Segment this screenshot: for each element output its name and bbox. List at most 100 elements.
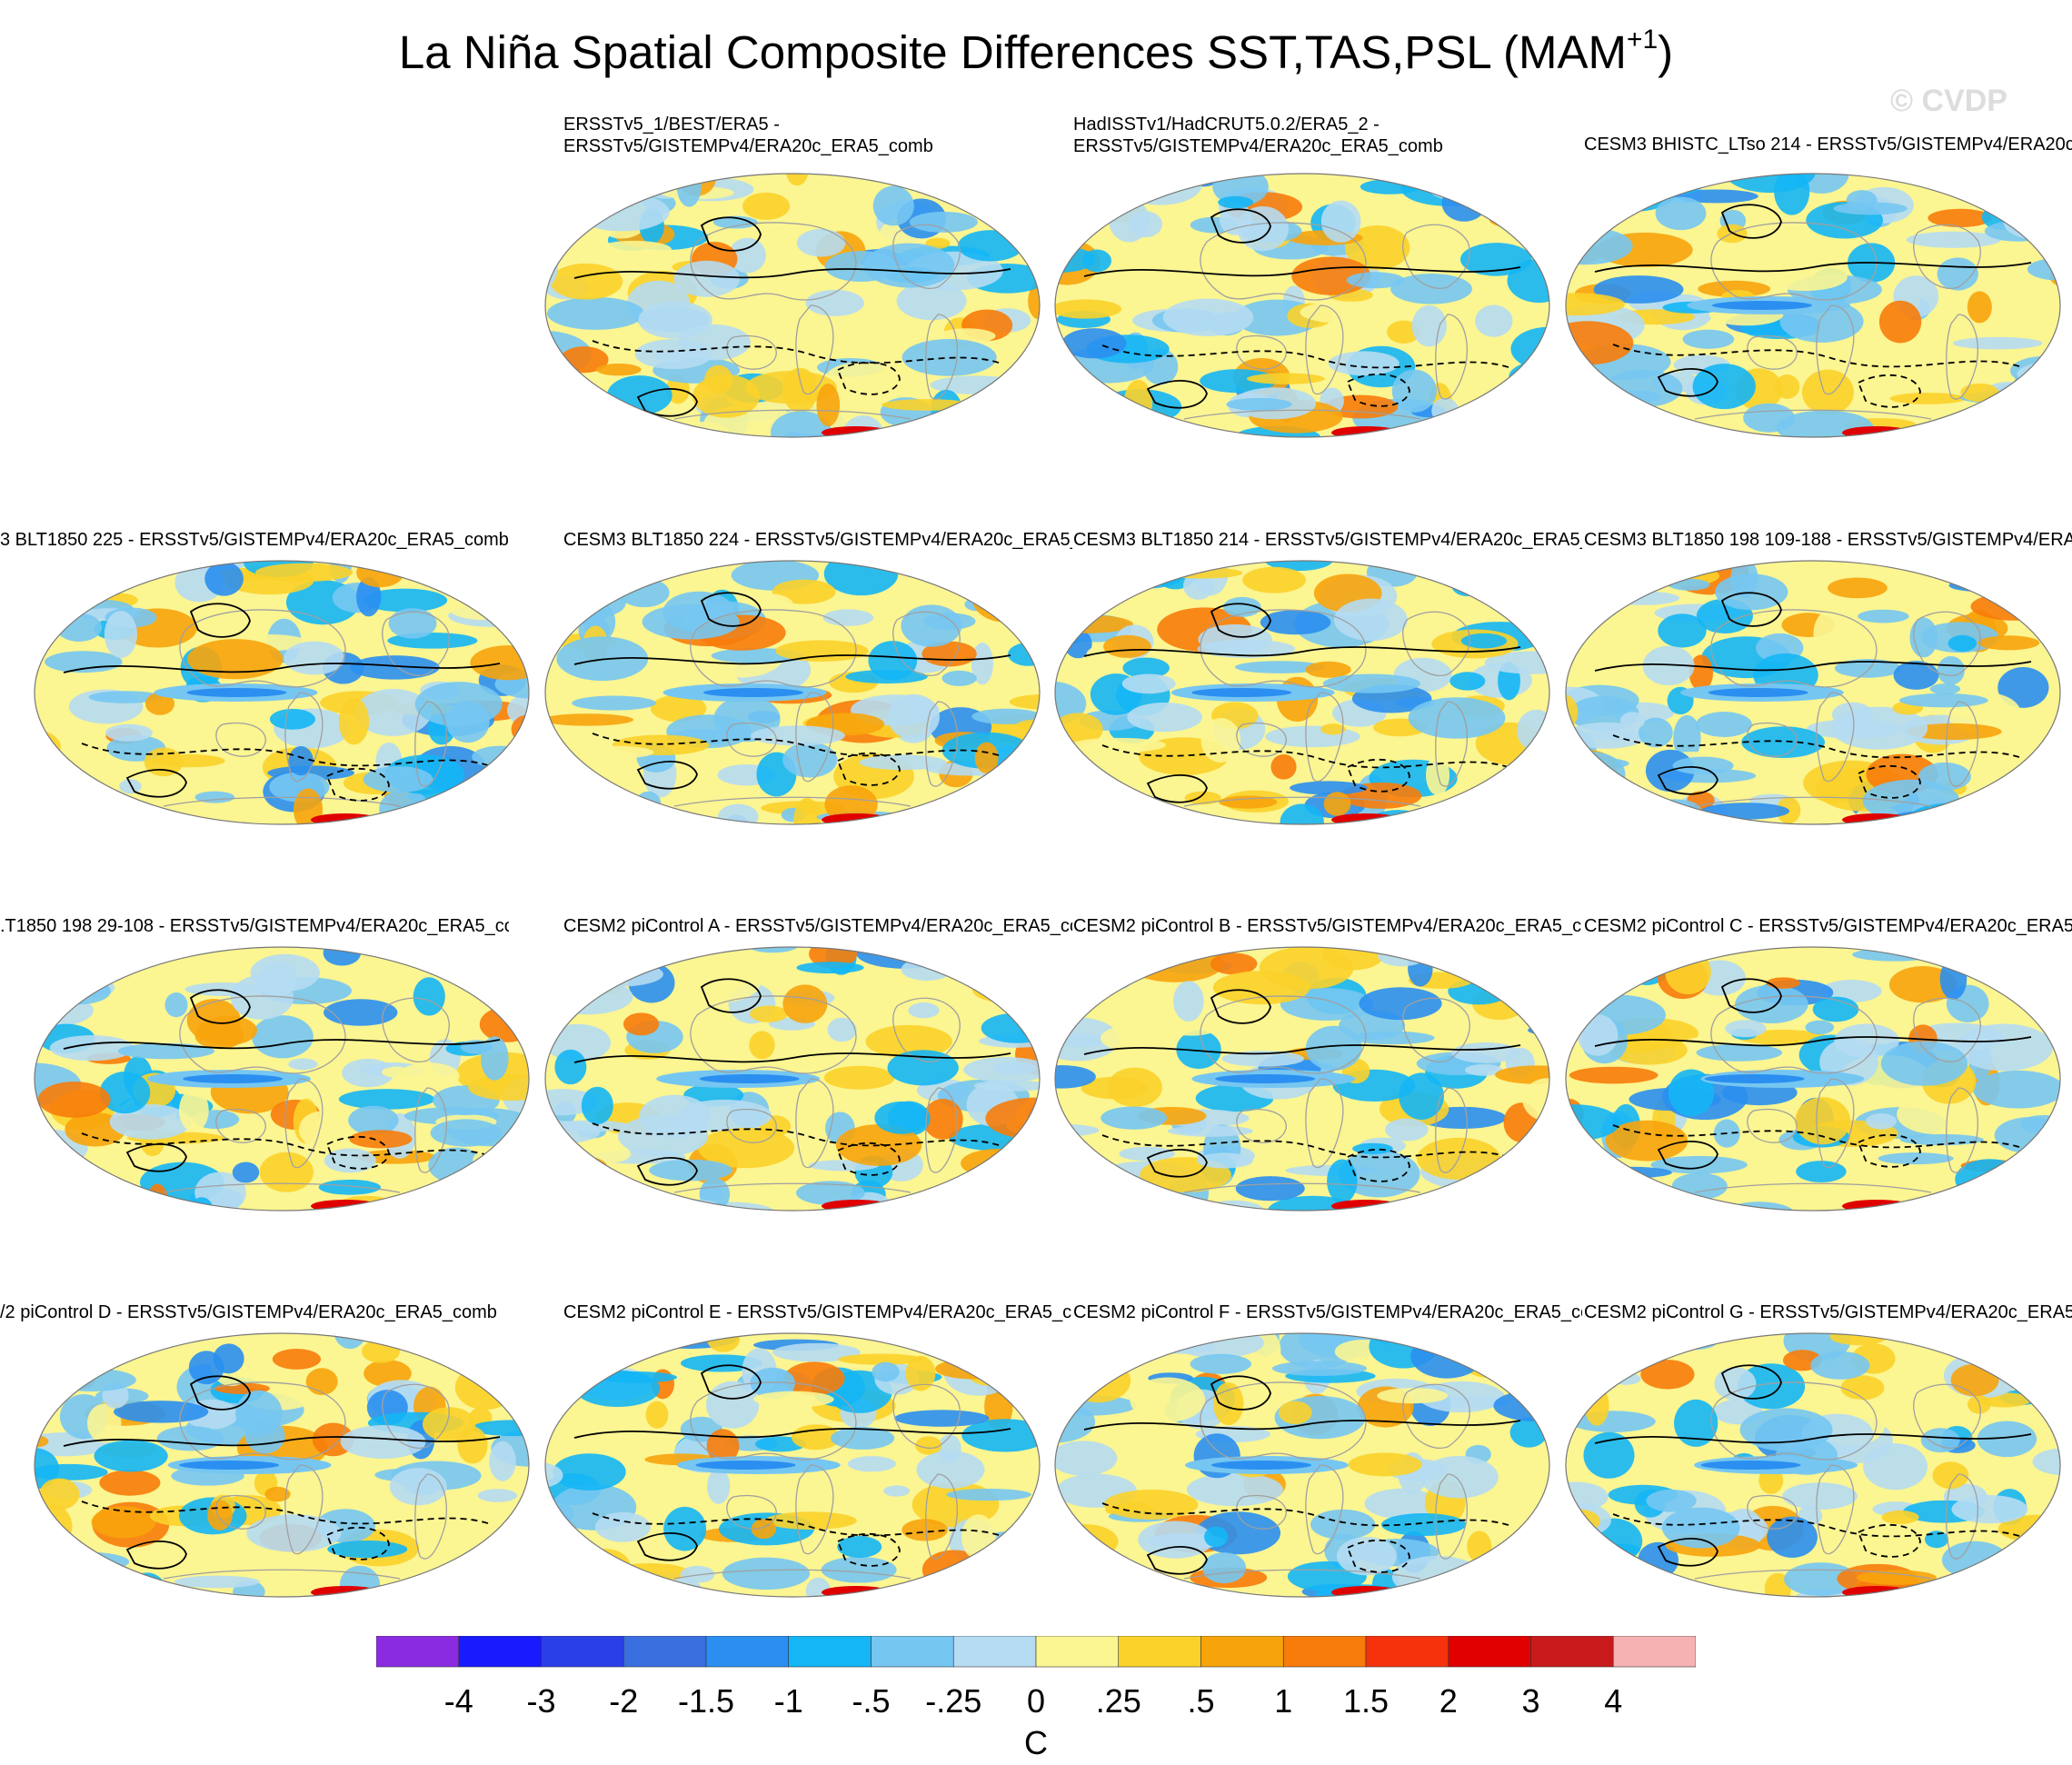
map-border — [1565, 560, 2061, 825]
colorbar-tick-label: -1.5 — [678, 1682, 734, 1720]
colorbar-tick-label: -.5 — [852, 1682, 890, 1720]
anomaly-patch — [550, 263, 623, 300]
anomaly-patch — [1714, 1367, 1757, 1401]
anomaly-patch — [1475, 304, 1513, 337]
equatorial-anomaly-core — [1708, 688, 1808, 697]
anomaly-patch — [1290, 781, 1368, 795]
psl-contour — [1594, 262, 2032, 273]
anomaly-patch — [823, 561, 899, 596]
land-outline — [1946, 1087, 1978, 1173]
land-outline — [1183, 409, 1421, 420]
anomaly-patch — [35, 1351, 55, 1385]
land-outline — [925, 1087, 958, 1173]
anomaly-patch — [255, 563, 354, 582]
land-outline — [1747, 722, 1798, 757]
anomaly-patch — [1659, 1337, 1716, 1351]
anomaly-patch — [35, 751, 45, 778]
anomaly-patch — [1328, 351, 1400, 376]
psl-contour — [1083, 1420, 1521, 1431]
land-outline — [690, 222, 857, 301]
land-outline — [382, 611, 450, 676]
anomaly-patch — [553, 1453, 626, 1491]
anomaly-patch — [545, 1154, 607, 1178]
colorbar-tick-label: 1 — [1274, 1682, 1292, 1720]
anomaly-patch — [882, 399, 972, 411]
anomaly-patch — [1464, 1064, 1503, 1076]
land-outline — [284, 692, 324, 783]
anomaly-patch — [1130, 1377, 1206, 1422]
anomaly-patch — [837, 1536, 882, 1558]
land-outline — [382, 997, 450, 1062]
land-outline — [925, 1473, 958, 1560]
anomaly-patch — [113, 1401, 209, 1423]
anomaly-patch — [623, 1012, 660, 1036]
anomaly-patch — [1619, 712, 1646, 730]
anomaly-patch — [1008, 389, 1039, 418]
land-outline — [1747, 334, 1798, 370]
colorbar-tick-label: 2 — [1439, 1682, 1458, 1720]
map-field — [545, 1333, 1040, 1597]
equatorial-anomaly-core — [1191, 688, 1292, 697]
anomaly-patch — [594, 1511, 651, 1542]
anomaly-patch — [379, 789, 430, 824]
anomaly-patch — [961, 1148, 1036, 1179]
anomaly-patch — [1390, 274, 1472, 304]
anomaly-patch — [931, 800, 982, 824]
psl-contour — [81, 1132, 492, 1157]
anomaly-patch — [1201, 1552, 1247, 1584]
anomaly-patch — [1784, 1562, 1858, 1596]
anomaly-patch — [252, 1015, 314, 1059]
anomaly-patch — [288, 1058, 318, 1071]
land-outline — [1402, 611, 1470, 676]
anomaly-patch — [1420, 1455, 1499, 1499]
anomaly-patch — [894, 1410, 990, 1427]
land-outline — [1694, 1569, 1932, 1580]
anomaly-patch — [204, 562, 244, 596]
anomaly-patch — [117, 1042, 215, 1060]
map-border — [544, 946, 1041, 1212]
anomaly-patch — [805, 1577, 831, 1597]
psl-contour — [1346, 758, 1410, 793]
anomaly-patch — [460, 1339, 502, 1367]
anomaly-patch — [1906, 231, 2001, 248]
psl-contour — [1720, 204, 1782, 239]
anomaly-patch — [1065, 1359, 1131, 1403]
anomaly-patch — [775, 640, 869, 662]
anomaly-patch — [35, 565, 86, 613]
anomaly-patch — [1218, 195, 1253, 209]
psl-contour — [1083, 266, 1521, 277]
anomaly-patch — [489, 1441, 516, 1481]
panel-title: HadISSTv1/HadCRUT5.0.2/ERA5_2 - ERSSTv5/G… — [1073, 114, 1582, 157]
anomaly-patch — [2040, 1134, 2060, 1179]
anomaly-patch — [379, 979, 423, 997]
psl-contour — [125, 1143, 187, 1172]
anomaly-patch — [1937, 655, 1965, 685]
equatorial-anomaly-core — [186, 688, 287, 697]
anomaly-patch — [65, 962, 92, 995]
equatorial-anomaly-core — [1210, 1461, 1311, 1470]
land-outline — [1946, 701, 1978, 787]
map-border — [544, 173, 1041, 438]
anomaly-patch — [1055, 1441, 1118, 1476]
anomaly-patch — [454, 1364, 516, 1411]
anomaly-patch — [1898, 693, 1988, 708]
anomaly-patch — [1055, 299, 1122, 319]
colorbar-bin — [1035, 1636, 1120, 1668]
anomaly-patch — [1101, 1106, 1168, 1130]
psl-contour — [836, 361, 901, 395]
anomaly-patch — [323, 947, 362, 966]
land-outline — [1402, 1383, 1470, 1449]
map-panel — [1054, 560, 1550, 825]
anomaly-patch — [1061, 328, 1127, 359]
anomaly-patch — [1688, 654, 1714, 692]
anomaly-patch — [925, 237, 951, 249]
anomaly-patch — [663, 1506, 707, 1551]
land-outline — [1694, 796, 1932, 807]
psl-contour — [325, 767, 390, 802]
anomaly-patch — [592, 1144, 631, 1163]
anomaly-patch — [554, 1049, 587, 1085]
anomaly-patch — [1103, 1489, 1199, 1520]
anomaly-patch — [432, 1182, 473, 1211]
anomaly-patch — [683, 1202, 776, 1211]
anomaly-patch — [545, 1023, 612, 1062]
